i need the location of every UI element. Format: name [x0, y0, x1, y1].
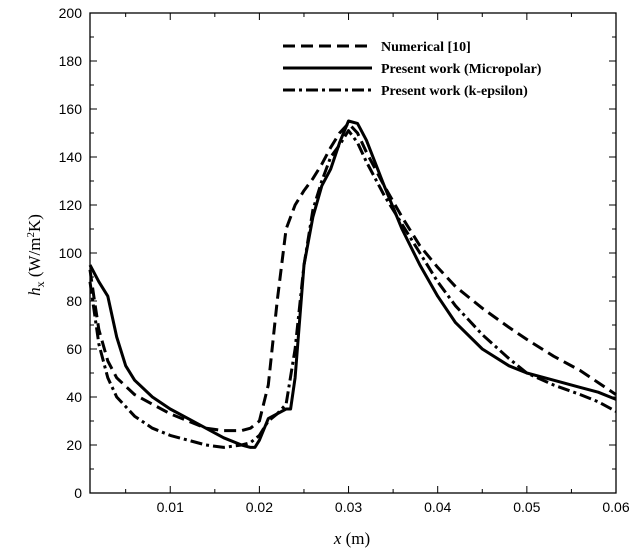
legend-entry-label: Numerical [10]	[381, 40, 471, 55]
x-tick-label: 0.02	[246, 499, 273, 515]
y-tick-label: 160	[59, 101, 83, 117]
y-tick-label: 0	[74, 485, 82, 501]
x-axis-ticks: 0.01 0.02 0.03 0.04 0.05 0.06	[125, 13, 630, 515]
y-tick-label: 100	[59, 245, 83, 261]
plot-frame	[89, 12, 617, 494]
series-line-dashed	[88, 121, 617, 433]
y-axis-ticks: 0 20 40 60 80 100 120 140 160 180 200	[59, 5, 616, 501]
x-tick-label: 0.04	[424, 499, 451, 515]
legend-entry-label: Present work (Micropolar)	[381, 62, 542, 77]
y-tick-label: 180	[59, 53, 83, 69]
y-tick-label: 40	[66, 389, 82, 405]
y-axis-title: hx (W/m2K)	[25, 214, 47, 296]
legend-entry-label: Present work (k-epsilon)	[381, 84, 528, 99]
x-tick-label: 0.05	[513, 499, 540, 515]
x-axis-title: x (m)	[333, 529, 370, 548]
y-tick-label: 140	[59, 149, 83, 165]
x-tick-label: 0.06	[602, 499, 629, 515]
x-tick-label: 0.03	[335, 499, 362, 515]
series-line-dashdot	[88, 129, 617, 449]
x-tick-label: 0.01	[157, 499, 184, 515]
series-line-solid	[88, 119, 617, 449]
y-tick-label: 120	[59, 197, 83, 213]
legend: Numerical [10] Present work (Micropolar) P…	[283, 40, 542, 99]
y-tick-label: 60	[66, 341, 82, 357]
y-tick-label: 80	[66, 293, 82, 309]
y-tick-label: 20	[66, 437, 82, 453]
series-lines	[88, 119, 617, 449]
y-tick-label: 200	[59, 5, 83, 21]
